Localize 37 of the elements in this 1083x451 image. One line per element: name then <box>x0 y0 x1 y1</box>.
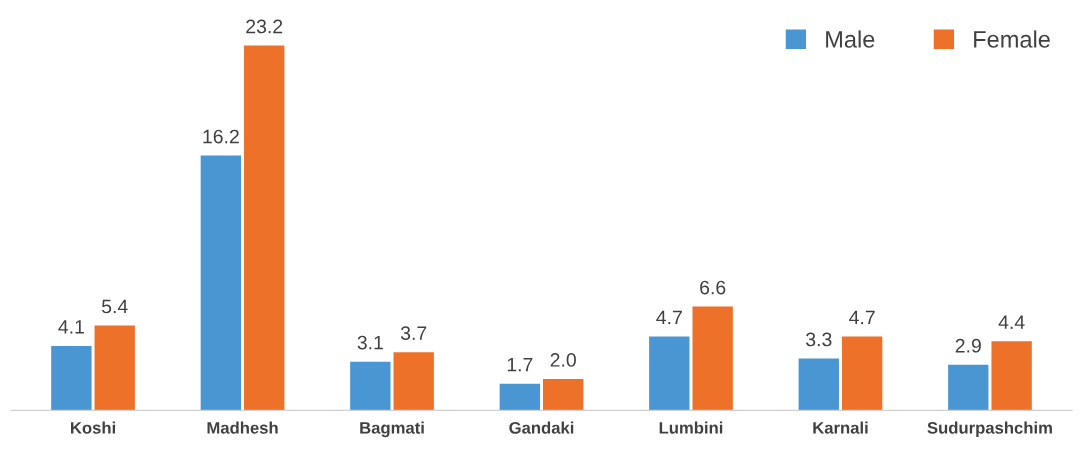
data-label: 5.4 <box>101 299 128 314</box>
bar <box>94 325 135 411</box>
data-label: 4.4 <box>998 315 1025 329</box>
data-label: 2.9 <box>955 338 981 353</box>
legend-label: Male <box>826 30 875 48</box>
bar <box>499 383 541 411</box>
data-label: 1.7 <box>507 357 533 372</box>
bar <box>393 352 434 411</box>
legend-label: Female <box>974 30 1050 48</box>
data-label: 23.2 <box>246 19 283 34</box>
bar <box>841 336 883 411</box>
data-label: 3.7 <box>400 326 427 341</box>
x-tick-label: Lumbini <box>659 421 723 434</box>
bar <box>948 364 989 411</box>
bar <box>200 155 242 411</box>
bar <box>542 378 584 411</box>
data-label: 4.7 <box>656 310 682 325</box>
data-label: 3.3 <box>806 332 832 347</box>
x-tick-label: Karnali <box>813 421 868 434</box>
data-label: 2.0 <box>550 353 576 367</box>
data-label: 6.6 <box>700 280 726 295</box>
x-tick-label: Sudurpashchim <box>927 421 1052 438</box>
bar <box>798 358 839 411</box>
bar <box>649 336 690 411</box>
bar <box>991 341 1032 411</box>
data-label: 4.1 <box>58 320 84 334</box>
bar <box>350 361 391 411</box>
x-tick-label: Madhesh <box>207 421 278 434</box>
bar <box>51 345 92 411</box>
x-tick-label: Koshi <box>71 421 116 434</box>
bar <box>244 45 285 411</box>
data-label: 4.7 <box>849 310 875 325</box>
x-tick-label: Bagmati <box>360 421 424 438</box>
bar <box>692 306 733 411</box>
data-label: 3.1 <box>357 335 383 350</box>
data-label: 16.2 <box>203 129 239 144</box>
x-tick-label: Gandaki <box>509 421 574 434</box>
